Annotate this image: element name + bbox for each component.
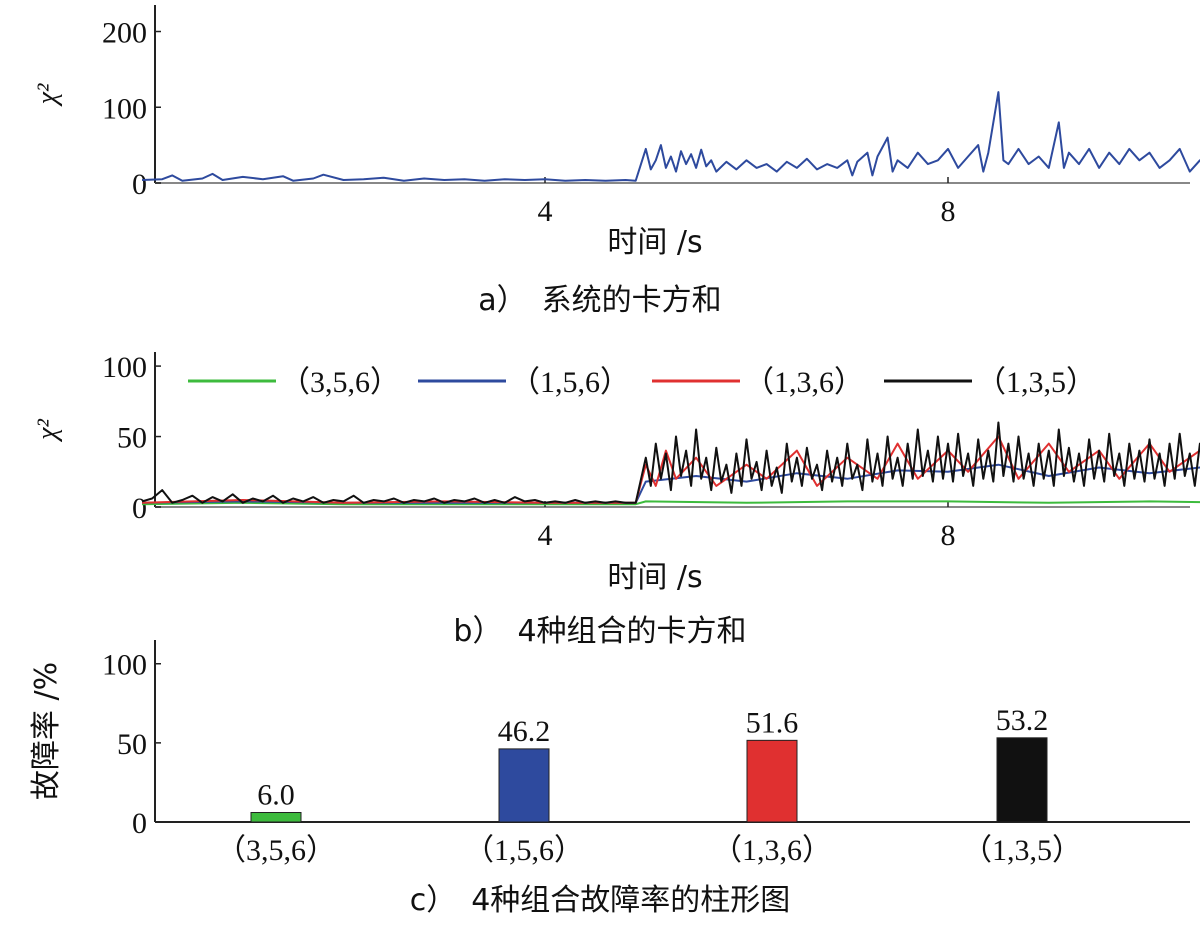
x-axis-label: 时间 /s [607, 560, 702, 595]
y-tick-label: 200 [102, 17, 147, 50]
y-tick-label: 100 [102, 649, 147, 682]
x-axis-label: 时间 /s [607, 225, 702, 260]
bar-value-label-0: 6.0 [257, 779, 295, 812]
series-line-0 [141, 91, 1200, 182]
y-tick-label: 0 [132, 168, 147, 201]
y-tick-label: 100 [102, 351, 147, 384]
series-line-0 [141, 500, 1200, 506]
y-axis-label: χ² [32, 419, 63, 443]
legend-label-2: （1,3,6） [744, 366, 864, 399]
bar-0 [250, 812, 302, 823]
category-label-3: （1,3,5） [962, 834, 1082, 867]
y-axis-label: 故障率 /% [29, 662, 64, 800]
x-tick-label: 8 [941, 195, 956, 228]
bar-1 [498, 748, 550, 823]
y-tick-label: 50 [117, 422, 147, 455]
bar-2 [746, 739, 798, 823]
bar-value-label-1: 46.2 [498, 715, 551, 748]
bar-3 [996, 737, 1048, 823]
panel-caption: b） 4种组合的卡方和 [453, 614, 746, 649]
x-tick-label: 8 [941, 519, 956, 552]
panel-b: 0 50 100 4 8 χ² 时间 /s b） 4种组合的卡方和 （3,5,6） （1,5,6）… [32, 351, 1200, 649]
panel-c: 0 50 100 故障率 /% 6.0 （3,5,6） 46.2 （1,5,6） 51.6 （1,… [29, 640, 1190, 918]
y-tick-label: 0 [132, 492, 147, 525]
y-tick-label: 100 [102, 92, 147, 125]
legend-label-1: （1,5,6） [510, 366, 630, 399]
panel-caption: c） 4种组合故障率的柱形图 [410, 883, 791, 918]
category-label-1: （1,5,6） [464, 834, 584, 867]
series-line-3 [141, 421, 1200, 504]
bar-value-label-2: 51.6 [746, 706, 799, 739]
x-tick-label: 4 [538, 519, 553, 552]
y-axis-label: χ² [32, 83, 63, 107]
legend-label-0: （3,5,6） [280, 366, 400, 399]
x-tick-label: 4 [538, 195, 553, 228]
legend-label-3: （1,3,5） [976, 366, 1096, 399]
category-label-0: （3,5,6） [216, 834, 336, 867]
y-tick-label: 50 [117, 728, 147, 761]
bar-value-label-3: 53.2 [996, 704, 1049, 737]
series-line-2 [141, 435, 1200, 504]
panel-caption: a） 系统的卡方和 [478, 283, 721, 318]
y-tick-label: 0 [132, 807, 147, 840]
panel-a: 0 100 200 4 8 χ² 时间 /s a） 系统的卡方和 [32, 5, 1200, 318]
category-label-2: （1,3,6） [712, 834, 832, 867]
